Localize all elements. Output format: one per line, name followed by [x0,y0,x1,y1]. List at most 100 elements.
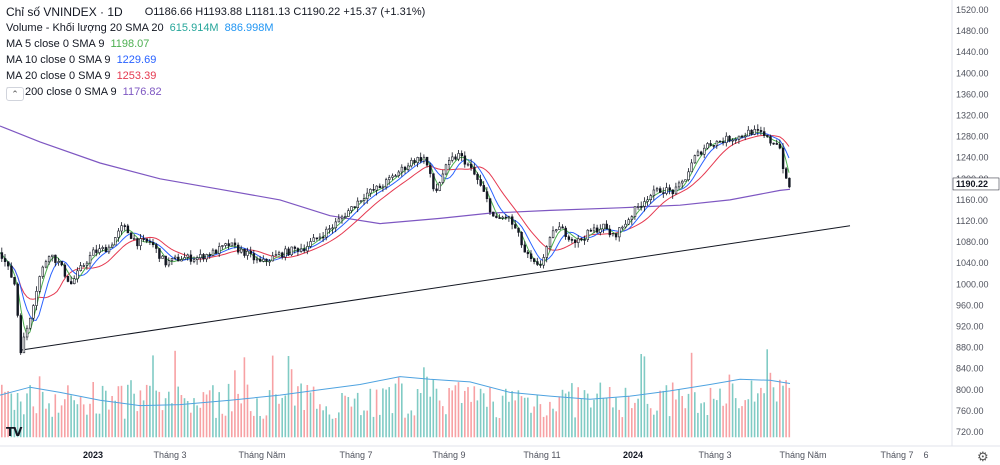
candle-body [158,248,161,259]
tradingview-logo-icon[interactable]: TV [6,425,22,439]
candle-body [504,216,508,219]
legend-ma10-row[interactable]: MA 10 close 0 SMA 9 1229.69 [6,52,425,68]
volume-bar [149,385,151,438]
candle-body [391,175,394,178]
volume-bar [111,396,113,438]
volume-bar [4,391,6,438]
price-tick-label: 1080.00 [956,237,989,247]
candle-body [230,242,234,247]
volume-bar [306,385,309,438]
volume-bar [338,412,340,438]
volume-bar [256,398,258,438]
volume-bar [57,412,60,438]
legend-ma200-row[interactable]: MA 200 close 0 SMA 9 1176.82 [6,84,425,100]
symbol-title[interactable]: Chỉ số VNINDEX · 1D [6,5,123,19]
volume-bar [309,392,312,438]
volume-bar [766,349,768,438]
volume-bar [79,397,82,438]
candle-body [586,229,590,240]
gear-icon[interactable]: ⚙ [977,449,989,464]
volume-bar [571,383,573,438]
candle-body [151,242,155,246]
candle-body [621,226,624,229]
candle-body [643,201,646,207]
candle-body [784,168,788,179]
price-tick-label: 1440.00 [956,47,989,57]
candle-body [658,188,662,193]
candle-body [422,156,426,162]
candle-body [674,186,678,195]
volume-bar [738,408,740,438]
candle-body [595,227,599,233]
volume-bar [722,405,724,438]
time-tick-label: Tháng 3 [153,450,186,460]
volume-value: 615.914M [169,22,219,34]
candle-body [599,228,602,233]
volume-bar [76,404,79,438]
time-tick-label: Tháng Năm [238,450,285,460]
volume-bar [467,387,469,438]
candle-body [476,173,479,180]
candle-body [107,246,111,253]
volume-bar [331,418,334,438]
ma10-line [0,132,790,322]
volume-bar [495,417,498,438]
candle-body [488,198,492,213]
volume-bar [142,400,145,438]
volume-bars [1,349,791,438]
volume-bar [438,400,441,438]
candle-body [258,258,262,262]
candle-body [372,189,375,191]
candle-body [495,215,498,218]
volume-bar [401,383,403,438]
volume-bar [457,382,460,438]
volume-bar [51,416,53,438]
volume-bar [73,400,75,438]
candle-body [523,244,527,253]
candle-body [592,227,596,232]
ma20-label: MA 20 close 0 SMA 9 [6,70,111,82]
candle-body [359,200,363,202]
candle-body [174,256,177,259]
candle-body [444,164,448,175]
candle-body [778,143,782,149]
volume-bar [473,386,476,438]
volume-bar [152,355,154,438]
trendline [19,225,851,351]
candle-body [567,236,571,240]
ma5-line [0,131,790,336]
volume-bar [649,408,652,438]
legend-ma20-row[interactable]: MA 20 close 0 SMA 9 1253.39 [6,68,425,84]
legend-ma5-row[interactable]: MA 5 close 0 SMA 9 1198.07 [6,36,425,52]
collapse-legend-button[interactable]: ⌃ [6,87,24,101]
time-tick-label: 2024 [623,450,643,460]
legend-volume-row[interactable]: Volume - Khối lượng 20 SMA 20 615.914M 8… [6,20,425,36]
time-tick-label: Tháng 3 [698,450,731,460]
volume-bar [127,384,129,438]
volume-bar [262,418,265,438]
volume-label: Volume - Khối lượng 20 SMA 20 [6,22,164,34]
candle-body [479,179,482,186]
candle-body [271,255,274,262]
volume-bar [757,393,759,438]
price-tick-label: 1480.00 [956,26,989,36]
volume-bar [511,391,513,438]
candle-body [92,249,95,256]
volume-bar [123,418,126,438]
candle-body [677,182,681,188]
candle-body [564,227,567,238]
candle-body [520,232,523,246]
volume-bar [410,410,413,438]
candle-body [170,257,174,261]
candle-body [57,261,60,263]
volume-bar [719,388,721,438]
volume-bar [596,393,598,438]
candle-body [16,283,19,316]
volume-bar [662,390,665,438]
ohlc-change: +15.37 (+1.31%) [343,6,426,18]
candle-body [41,266,45,277]
volume-bar [728,374,731,438]
candle-body [183,257,186,260]
volume-bar [725,403,728,438]
